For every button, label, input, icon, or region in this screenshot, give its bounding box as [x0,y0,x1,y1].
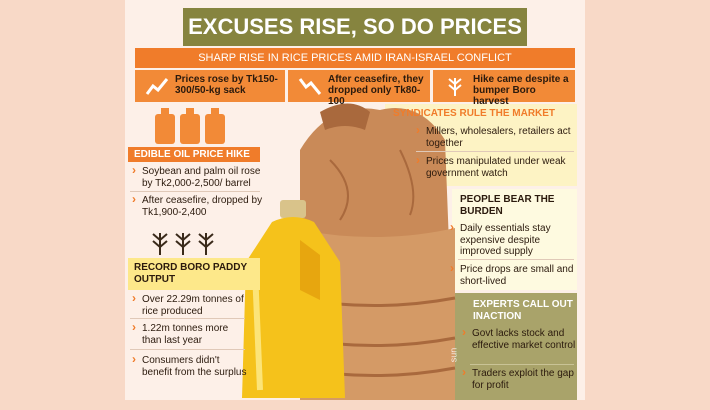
highlight-text: After ceasefire, they dropped only Tk80-… [328,74,424,107]
section-label: EDIBLE OIL PRICE HIKE [128,147,260,162]
subtitle: SHARP RISE IN RICE PRICES AMID IRAN-ISRA… [135,48,575,68]
item: Soybean and palm oil rose by Tk2,000-2,5… [130,165,265,189]
item: Consumers didn't benefit from the surplu… [130,354,250,378]
icon [145,78,169,95]
separator [470,364,574,365]
separator [130,191,260,192]
highlight: Hike came despite a bumper Boro harvest [433,70,575,107]
section-label: RECORD BORO PADDY OUTPUT [128,258,260,290]
title: EXCUSES RISE, SO DO PRICES [183,8,527,46]
item: Prices manipulated under weak government… [414,155,574,179]
item: After ceasefire, dropped by Tk1,900-2,40… [130,194,265,218]
highlight-text: Prices rose by Tk150-300/50-kg sack [175,74,278,96]
highlight: After ceasefire, they dropped only Tk80-… [288,70,430,107]
section-label: EXPERTS CALL OUT INACTION [473,299,573,322]
separator [458,259,574,260]
icon [448,78,462,96]
item: Millers, wholesalers, retailers act toge… [414,125,574,149]
wheat-icons [152,233,214,255]
item: Traders exploit the gap for profit [460,367,576,391]
highlight: Prices rose by Tk150-300/50-kg sack [135,70,285,102]
item: Price drops are small and short-lived [448,263,576,287]
highlight-text: Hike came despite a bumper Boro harvest [473,74,569,107]
separator [130,349,245,350]
icon [298,78,322,95]
section-label: SYNDICATES RULE THE MARKET [393,108,556,119]
separator [130,318,245,319]
item: Daily essentials stay expensive despite … [448,222,576,258]
section-label: PEOPLE BEAR THE BURDEN [460,194,555,217]
item: 1.22m tonnes more than last year [130,322,250,346]
separator [416,151,574,152]
credit: sun [448,347,459,363]
item: Over 22.29m tonnes of rice produced [130,293,250,317]
oil-bottle [242,200,345,398]
oil-icons [155,108,225,144]
item: Govt lacks stock and effective market co… [460,327,576,351]
